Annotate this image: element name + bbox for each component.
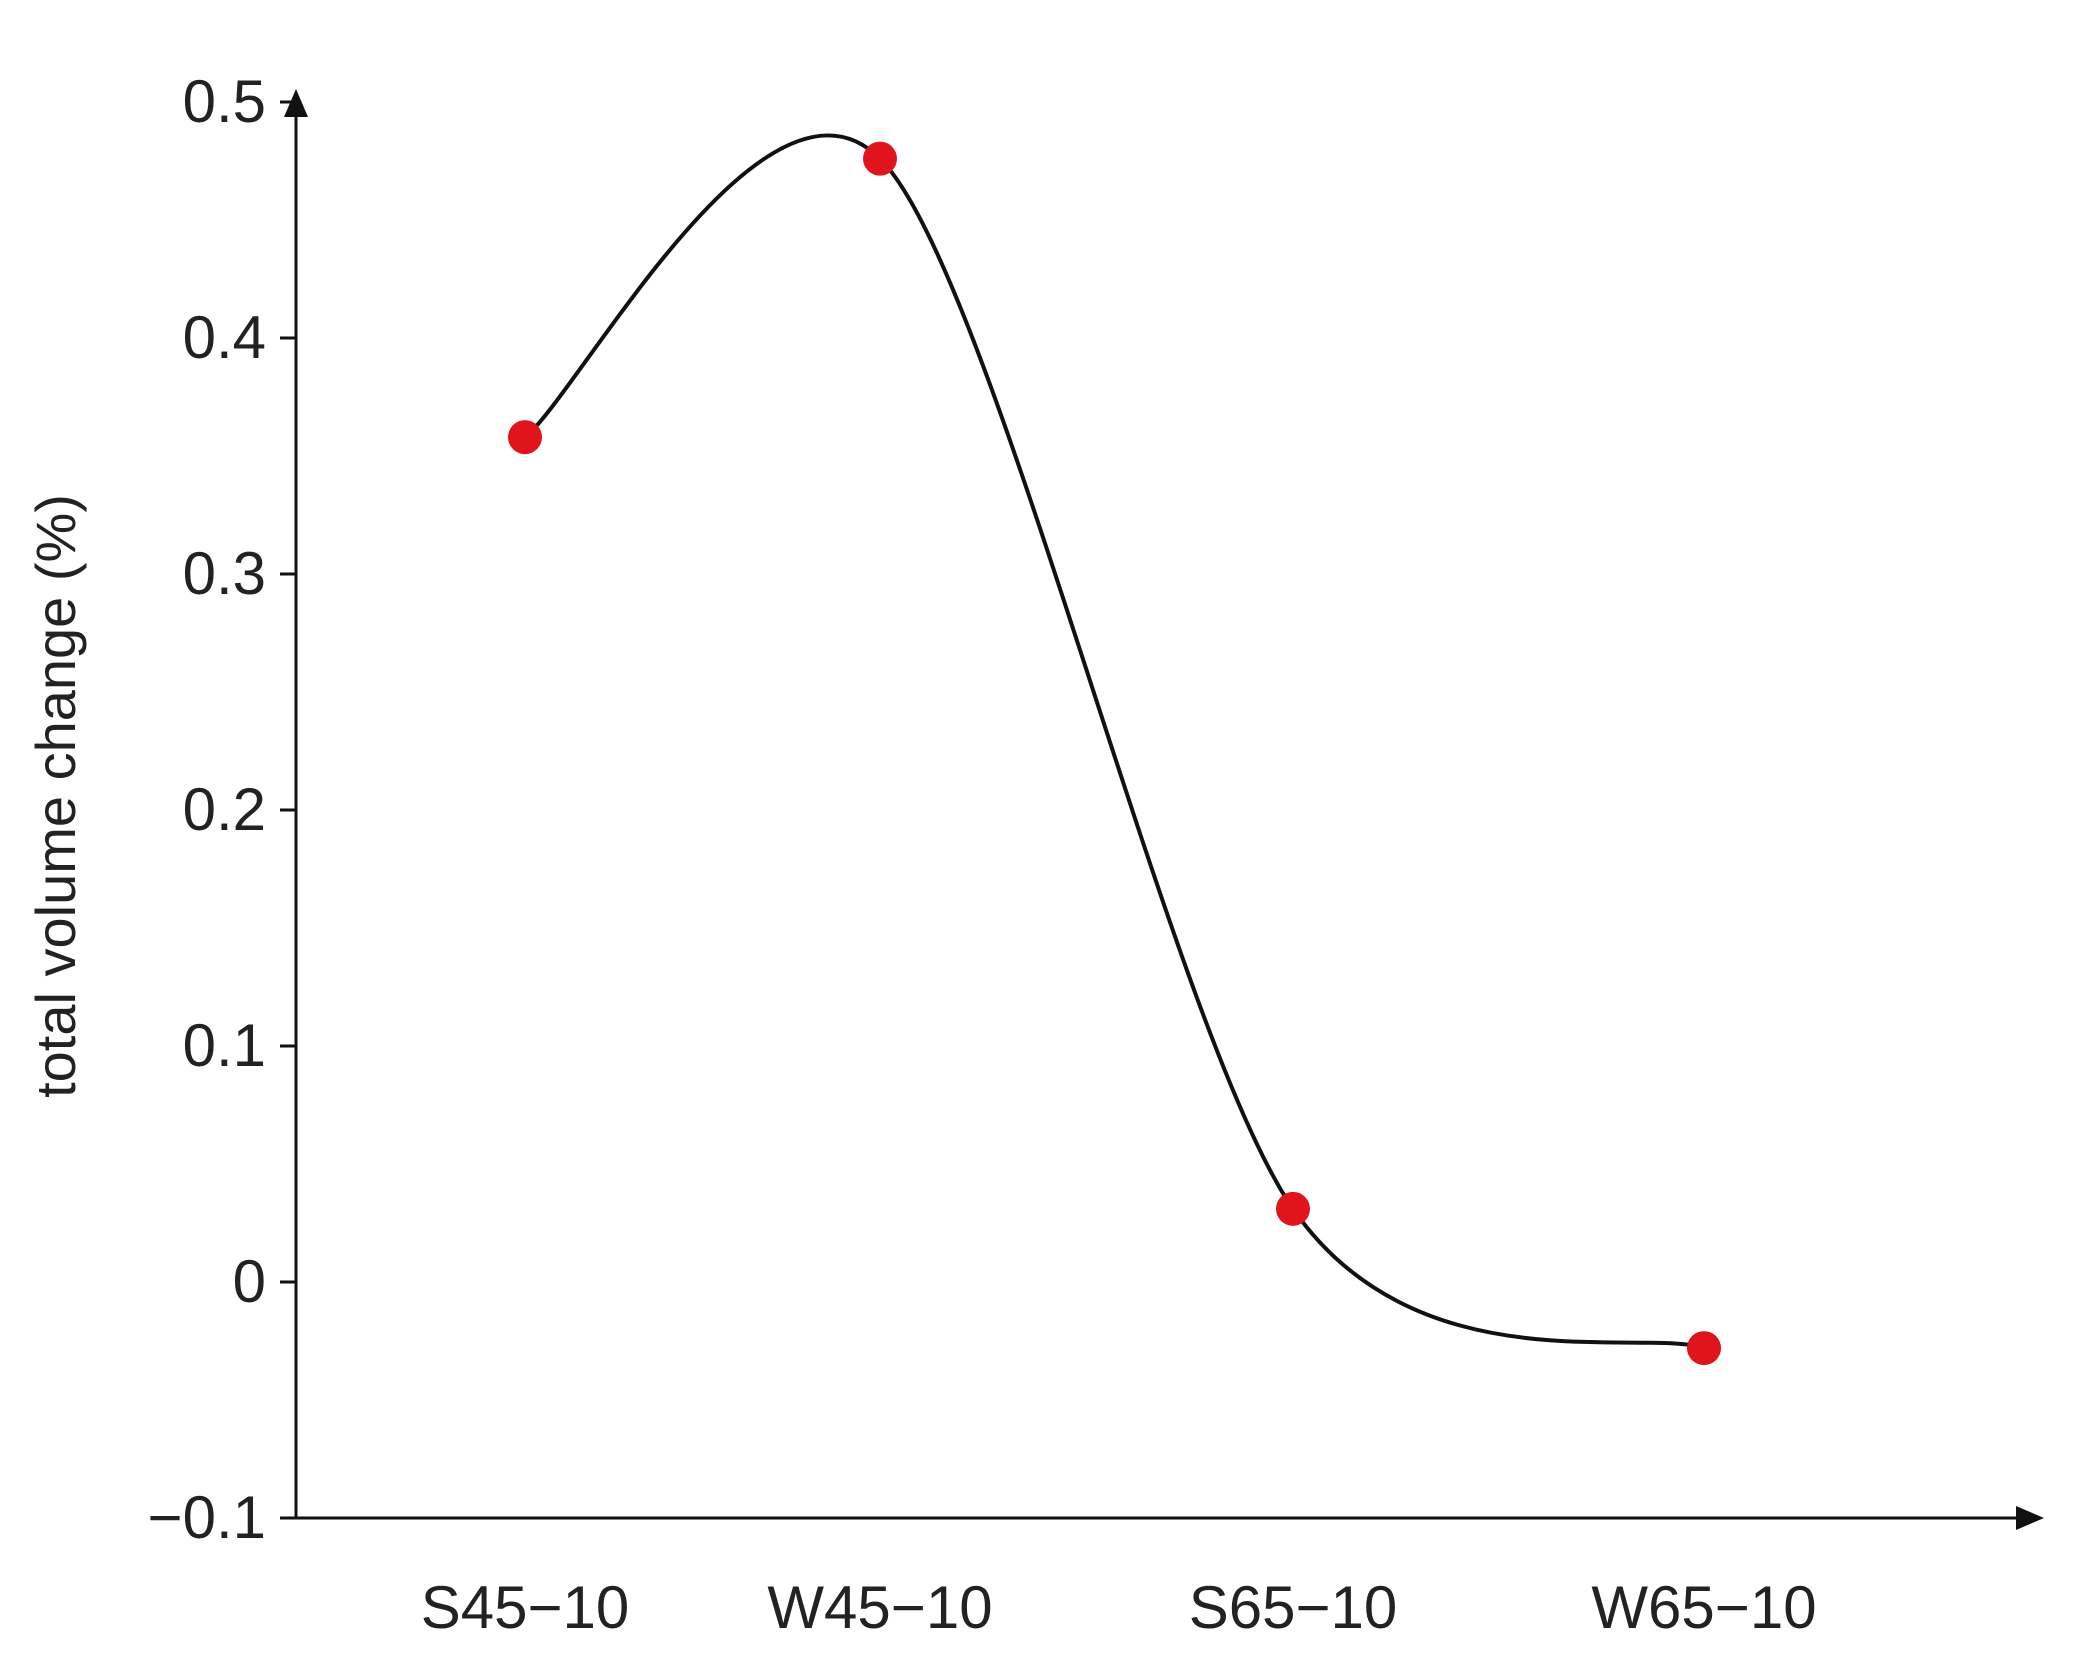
data-point-4 [1687,1331,1721,1366]
axes [284,89,2044,1530]
y-tick-label: −0.1 [148,1484,266,1551]
x-tick-label: W65−10 [1591,1574,1816,1641]
x-tick-label: W45−10 [767,1574,992,1641]
y-axis-title: total volume change (%) [24,494,87,1098]
data-point-2 [863,141,897,176]
x-tick-label: S45−10 [421,1574,630,1641]
y-tick-label: 0.5 [183,68,266,135]
data-point-3 [1276,1191,1310,1226]
y-tick-label: 0.3 [183,540,266,607]
series-line [523,133,1706,1351]
y-tick-label: 0.4 [183,304,266,371]
y-tick-label: 0.1 [183,1012,266,1079]
x-axis-ticks: S45−10 W45−10 S65−10 W65−10 [421,1574,1817,1641]
y-tick-label: 0 [233,1248,266,1315]
y-axis-ticks: −0.1 0 0.1 0.2 0.3 0.4 0.5 [148,68,296,1551]
series-line-group [523,133,1706,1351]
x-axis-arrow-icon [2016,1506,2044,1530]
data-points [508,141,1721,1366]
y-tick-label: 0.2 [183,776,266,843]
x-tick-label: S65−10 [1189,1574,1398,1641]
data-point-1 [508,420,542,455]
